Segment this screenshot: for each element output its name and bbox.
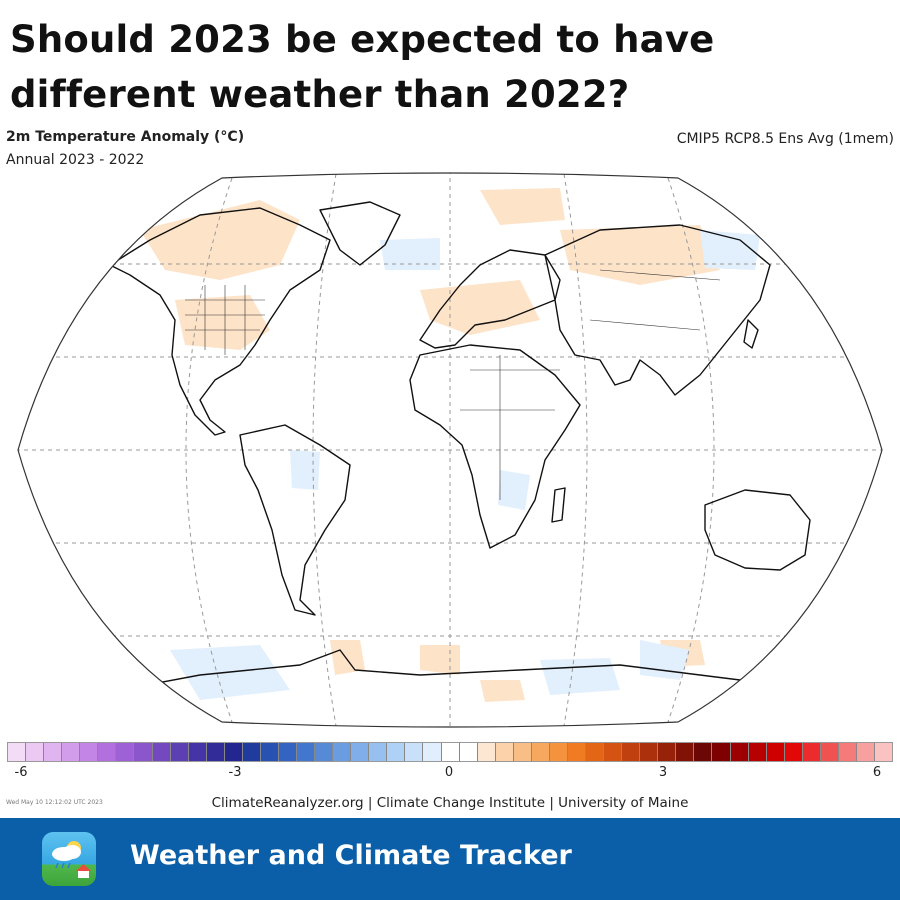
colorbar-cell xyxy=(676,743,695,761)
colorbar-cell xyxy=(622,743,641,761)
colorbar-cell xyxy=(170,743,189,761)
colorbar-cell xyxy=(62,743,81,761)
colorbar-cell xyxy=(875,743,893,761)
colorbar-cell xyxy=(712,743,731,761)
colorbar-cell xyxy=(278,743,297,761)
footer-title: Weather and Climate Tracker xyxy=(130,840,572,871)
credits: ClimateReanalyzer.org | Climate Change I… xyxy=(211,795,689,811)
colorbar-cell xyxy=(748,743,767,761)
colorbar-cell xyxy=(495,743,514,761)
colorbar-cell xyxy=(297,743,316,761)
colorbar-cell xyxy=(206,743,225,761)
colorbar-cell xyxy=(567,743,586,761)
colorbar-cell xyxy=(531,743,550,761)
colorbar-cell xyxy=(98,743,117,761)
colorbar-cell xyxy=(549,743,568,761)
colorbar-cell xyxy=(152,743,171,761)
colorbar-cell xyxy=(820,743,839,761)
colorbar-cell xyxy=(856,743,875,761)
colorbar-cell xyxy=(242,743,261,761)
footer-bar: Weather and Climate Tracker xyxy=(0,818,900,900)
colorbar-cell xyxy=(640,743,659,761)
country-borders xyxy=(185,269,721,500)
colorbar-cell xyxy=(116,743,135,761)
weather-app-icon xyxy=(42,832,96,886)
graticule xyxy=(18,173,882,727)
map-subtitle: Annual 2023 - 2022 xyxy=(6,152,145,168)
map-border xyxy=(17,172,883,728)
colorbar-tick-label: -6 xyxy=(14,765,28,780)
colorbar-cell xyxy=(784,743,803,761)
colorbar-cell xyxy=(333,743,352,761)
colorbar-cell xyxy=(423,743,442,761)
colorbar-tick-label: 6 xyxy=(872,765,882,780)
colorbar-cell xyxy=(315,743,334,761)
colorbar-cell xyxy=(441,743,460,761)
colorbar-cell xyxy=(224,743,243,761)
timestamp: Wed May 10 12:12:02 UTC 2023 xyxy=(6,799,103,806)
colorbar-cell xyxy=(405,743,424,761)
colorbar-tick-label: 0 xyxy=(444,765,454,780)
colorbar-cell xyxy=(369,743,388,761)
colorbar-cell xyxy=(459,743,478,761)
colorbar-cell xyxy=(80,743,99,761)
colorbar-cell xyxy=(44,743,63,761)
colorbar-cell xyxy=(188,743,207,761)
colorbar-cell xyxy=(260,743,279,761)
world-map xyxy=(17,172,883,728)
colorbar-cell xyxy=(604,743,623,761)
colorbar-cell xyxy=(477,743,496,761)
colorbar-cell xyxy=(387,743,406,761)
colorbar-cell xyxy=(513,743,532,761)
colorbar-cell xyxy=(838,743,857,761)
colorbar-cell xyxy=(802,743,821,761)
colorbar-cell xyxy=(134,743,153,761)
colorbar-cell xyxy=(694,743,713,761)
colorbar-cell xyxy=(26,743,45,761)
colorbar-cell xyxy=(586,743,605,761)
colorbar-tick-label: -3 xyxy=(228,765,242,780)
colorbar-cell xyxy=(730,743,749,761)
model-label: CMIP5 RCP8.5 Ens Avg (1mem) xyxy=(676,131,894,147)
colorbar-cell xyxy=(658,743,677,761)
colorbar-tick-label: 3 xyxy=(658,765,668,780)
colorbar-cell xyxy=(351,743,370,761)
map-title: 2m Temperature Anomaly (°C) xyxy=(6,129,245,145)
headline: Should 2023 be expected to have differen… xyxy=(10,18,715,116)
colorbar xyxy=(7,742,893,762)
colorbar-cell xyxy=(8,743,27,761)
colorbar-cell xyxy=(766,743,785,761)
